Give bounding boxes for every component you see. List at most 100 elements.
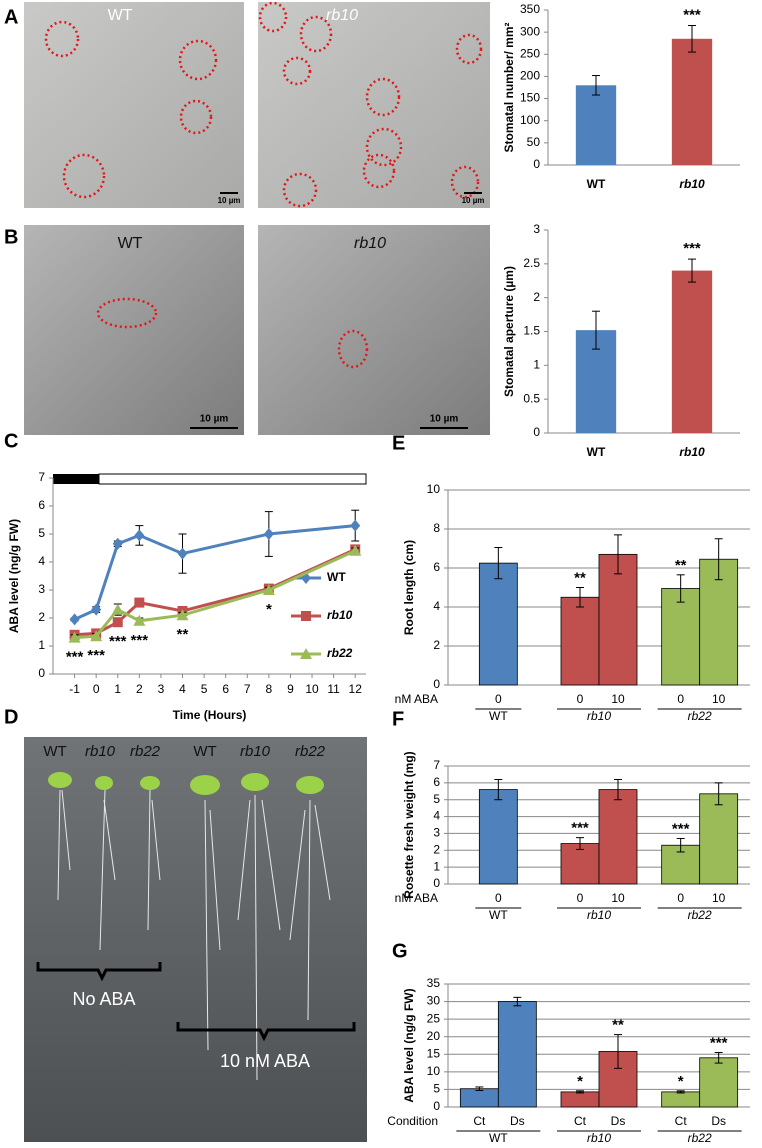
panel-label: C [4, 430, 18, 452]
scale-label: 10 µm [430, 414, 459, 425]
stomata-marks [44, 1, 483, 208]
y-tick-label: 10 [427, 1064, 441, 1078]
panel-label: A [4, 6, 18, 28]
y-tick-label: 5 [433, 1082, 440, 1096]
significance: *** [109, 633, 127, 650]
x-tick-label: 1 [114, 682, 121, 696]
x-tick-label: WT [587, 445, 606, 459]
light-period [98, 473, 367, 485]
y-tick-label: 0 [38, 666, 45, 680]
y-tick-label: 1 [533, 358, 540, 372]
category-label: 0 [577, 891, 584, 905]
y-tick-label: 2 [38, 610, 45, 624]
scale-bar [420, 427, 468, 429]
group-label: rb22 [688, 1131, 712, 1145]
x-tick-label: 7 [244, 682, 251, 696]
x-tick-label: 12 [349, 682, 363, 696]
photo-label: rb22 [295, 743, 326, 760]
bracket [36, 962, 162, 982]
y-axis-label: Root length (cm) [402, 540, 416, 635]
marker [134, 597, 145, 608]
y-tick-label: 2 [433, 638, 440, 652]
y-axis-label: ABA level (ng/g FW) [402, 988, 416, 1102]
scale-bar [190, 427, 238, 429]
significance: ** [574, 569, 586, 586]
bar [598, 789, 638, 885]
x-tick-label: -1 [69, 682, 80, 696]
bar [560, 596, 600, 686]
seedling-photo [24, 737, 367, 1142]
y-tick-label: 200 [520, 69, 540, 83]
significance: *** [683, 6, 701, 23]
legend-label: WT [327, 570, 346, 584]
y-tick-label: 4 [433, 599, 440, 613]
group-label: WT [489, 709, 508, 723]
y-tick-label: 300 [520, 24, 540, 38]
bar [478, 562, 518, 686]
row-label: nM ABA [395, 891, 438, 905]
category-label: 10 [712, 692, 726, 706]
y-axis-label: Stomatal aperture (µm) [502, 266, 516, 397]
bar [478, 789, 518, 885]
significance: ** [612, 1017, 624, 1034]
scale-label: 10 µm [218, 196, 241, 205]
y-tick-label: 35 [427, 976, 441, 990]
y-tick-label: 0.5 [523, 391, 540, 405]
bar [661, 1091, 701, 1108]
significance: *** [571, 820, 589, 837]
y-tick-label: 30 [427, 994, 441, 1008]
bar [661, 588, 701, 686]
category-label: 10 [611, 692, 625, 706]
marker [133, 614, 146, 626]
legend-label: rb10 [327, 608, 353, 622]
category-label: Ct [675, 1114, 688, 1128]
image-label: WT [108, 7, 133, 24]
x-tick-label: 11 [327, 682, 340, 696]
image-label: rb10 [354, 235, 386, 252]
marker [68, 631, 81, 643]
bar [598, 553, 638, 686]
marker [177, 547, 188, 560]
marker [134, 529, 145, 542]
marker [263, 528, 274, 540]
y-tick-label: 100 [520, 113, 540, 127]
scale-bar [464, 192, 482, 194]
scale-bar [220, 192, 238, 194]
x-tick-label: 8 [266, 682, 273, 696]
category-label: Ds [510, 1114, 525, 1128]
stomata-mark [96, 297, 158, 329]
bar [671, 270, 713, 433]
x-tick-label: 3 [158, 682, 165, 696]
photo-label: WT [193, 743, 216, 760]
y-tick-label: 8 [433, 521, 440, 535]
marker [111, 603, 124, 615]
legend-marker [301, 611, 311, 621]
marker [349, 544, 362, 556]
photo-group-label: 10 nM ABA [220, 1051, 310, 1071]
y-tick-label: 20 [427, 1029, 441, 1043]
category-label: 0 [495, 891, 502, 905]
category-label: Ct [473, 1114, 486, 1128]
y-tick-label: 6 [433, 775, 440, 789]
y-tick-label: 250 [520, 46, 540, 60]
marker [112, 617, 123, 628]
category-label: 0 [677, 692, 684, 706]
group-label: rb10 [587, 709, 611, 723]
y-tick-label: 0 [433, 1099, 440, 1113]
x-tick-label: rb10 [679, 445, 705, 459]
marker [262, 584, 275, 595]
micrograph [258, 225, 490, 435]
y-axis-label: ABA level (ng/g FW) [7, 519, 21, 633]
group-label: rb10 [587, 1131, 611, 1145]
y-tick-label: 3 [433, 826, 440, 840]
image-label: rb10 [326, 7, 358, 24]
y-tick-label: 2 [533, 290, 540, 304]
panel-label: G [392, 940, 408, 962]
bar [560, 1091, 600, 1108]
marker [91, 603, 102, 616]
significance: *** [683, 240, 701, 257]
y-tick-label: 1 [433, 859, 440, 873]
marker [350, 519, 361, 532]
category-label: 0 [577, 692, 584, 706]
